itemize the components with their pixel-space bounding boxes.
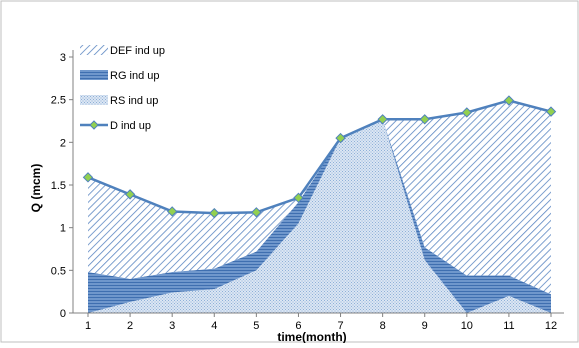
line-d-ind-up (87, 99, 552, 215)
data-point (82, 172, 94, 183)
area-rs-ind-up (88, 119, 551, 313)
y-axis-label: Q (mcm) (29, 164, 43, 213)
y-tick-label: 0.5 (51, 265, 66, 277)
x-tick-label: 9 (422, 320, 428, 332)
data-point (335, 132, 346, 144)
data-point (419, 114, 430, 125)
y-tick-label: 2.5 (51, 95, 66, 107)
data-point (503, 95, 515, 106)
data-point (124, 189, 136, 200)
x-tick-label: 11 (503, 320, 514, 332)
data-point (377, 114, 388, 125)
legend-swatch-rs-ind-up (80, 95, 108, 105)
x-tick-label: 7 (337, 320, 343, 332)
x-axis-label: time(month) (277, 330, 346, 343)
legend-label-def-ind-up: DEF ind up (110, 45, 165, 57)
data-point (251, 207, 262, 218)
x-tick-label: 8 (380, 320, 386, 332)
y-tick-label: 1 (60, 223, 66, 235)
legend-label-rg-ind-up: RG ind up (110, 70, 160, 82)
y-tick-label: 1.5 (51, 180, 66, 192)
data-point (461, 107, 473, 118)
y-tick-label: 3 (60, 52, 66, 64)
x-tick-label: 4 (211, 320, 217, 332)
x-tick-label: 2 (127, 320, 133, 332)
area-rg-ind-up (88, 119, 551, 313)
data-point (293, 192, 304, 204)
data-point (545, 106, 557, 117)
y-tick-label: 0 (60, 308, 66, 320)
x-tick-label: 5 (253, 320, 259, 332)
legend-label-d-ind-up: D ind up (110, 120, 151, 132)
legend-marker-d-ind-up (89, 120, 99, 130)
x-tick-label: 1 (85, 320, 91, 332)
area-def-ind-up (88, 100, 551, 295)
x-tick-label: 6 (295, 320, 301, 332)
legend-label-rs-ind-up: RS ind up (110, 95, 158, 107)
x-tick-label: 3 (169, 320, 175, 332)
x-tick-label: 12 (545, 320, 557, 332)
legend-swatch-def-ind-up (80, 45, 108, 55)
y-tick-label: 2 (60, 137, 66, 149)
legend-swatch-rg-ind-up (80, 70, 108, 80)
data-point (209, 207, 220, 219)
x-tick-label: 10 (461, 320, 473, 332)
data-point (166, 206, 178, 217)
